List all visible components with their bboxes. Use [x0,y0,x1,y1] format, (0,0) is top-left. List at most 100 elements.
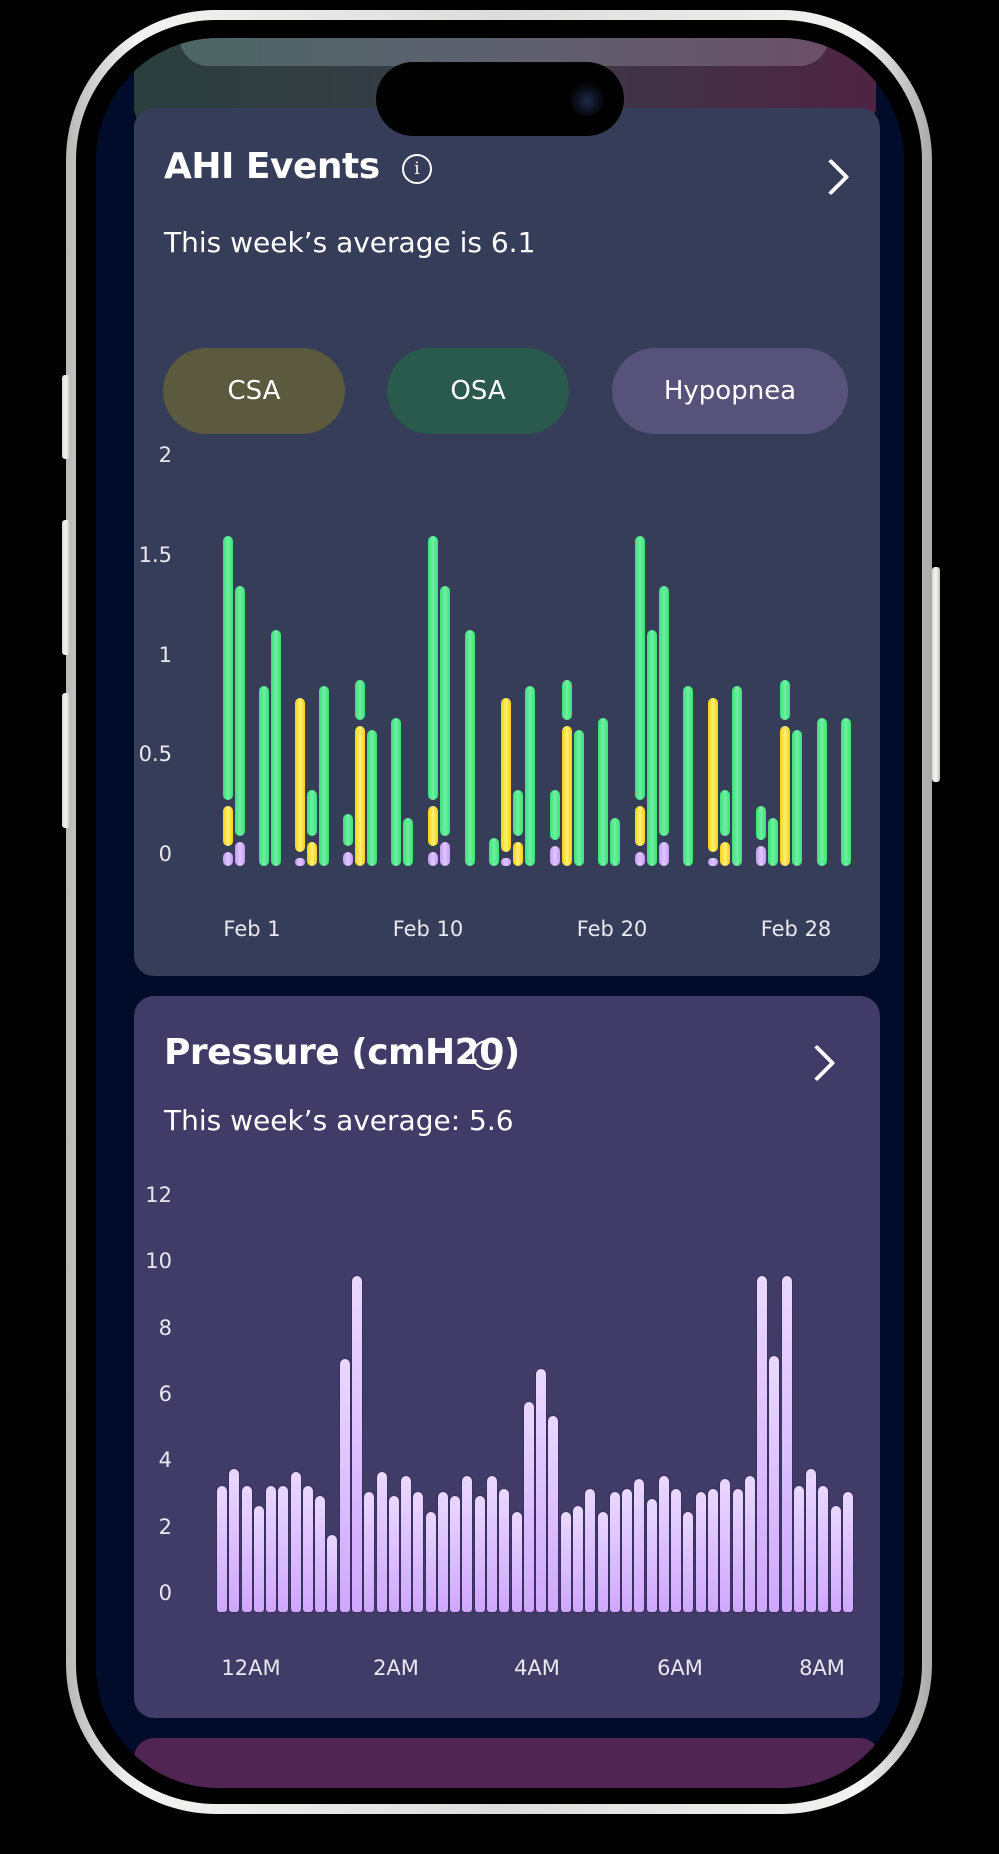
bar-segment-osa [440,586,450,836]
filter-csa-button[interactable]: CSA [163,348,345,434]
bar-segment-csa [780,726,790,866]
pressure-bar [658,1475,669,1612]
x-tick-label: 2AM [373,1656,419,1680]
bar-segment-osa [428,536,438,800]
x-tick-label: Feb 10 [392,917,464,941]
bar-segment-osa [792,730,802,866]
bar-segment-osa [841,718,851,866]
y-tick-label: 0 [158,842,172,866]
bar-segment-osa [550,790,560,840]
bar-segment-osa [647,630,657,866]
pressure-bar [572,1505,583,1612]
bar-segment-osa [780,680,790,720]
y-tick-label: 0 [158,1581,172,1605]
dynamic-island [376,62,624,136]
pressure-bar [585,1488,596,1612]
info-icon[interactable]: i [472,1040,502,1070]
app-screen: AHI Events i This week’s average is 6.1 … [96,38,904,1788]
bar-segment-osa [465,630,475,866]
bar-segment-csa [708,698,718,852]
pressure-bar [720,1478,731,1612]
bar-segment-osa [403,818,413,866]
pressure-bar [376,1472,387,1612]
pressure-bar [830,1505,841,1612]
bar-segment-osa [513,790,523,836]
pressure-bar [536,1369,547,1612]
y-tick-label: 10 [145,1249,172,1274]
ahi-bar-chart[interactable] [134,108,880,976]
y-tick-label: 6 [158,1382,172,1406]
bar-segment-hyp [708,858,718,866]
bar-segment-osa [732,686,742,866]
bar-segment-csa [635,806,645,846]
y-tick-label: 1 [158,642,172,667]
bar-segment-osa [635,536,645,800]
pressure-bar [437,1492,448,1612]
pressure-card-title: Pressure (cmH20) [164,1032,520,1073]
bar-segment-osa [562,680,572,720]
pressure-bar [793,1485,804,1612]
pressure-bar [352,1276,363,1612]
pressure-bar [622,1488,633,1612]
bar-segment-hyp [428,852,438,866]
bar-segment-osa [574,730,584,866]
filter-osa-button[interactable]: OSA [387,348,569,434]
bar-segment-hyp [440,842,450,866]
bar-segment-hyp [659,842,669,866]
pressure-card: Pressure (cmH20) i This week’s average: … [134,996,880,1718]
pressure-bar [560,1512,571,1612]
pressure-bar [695,1492,706,1612]
action-button [62,375,70,459]
bar-segment-csa [720,842,730,866]
ahi-weekly-average: This week’s average is 6.1 [164,226,536,259]
pressure-bar [523,1402,534,1612]
pressure-bar [499,1488,510,1612]
power-button [932,567,940,782]
pressure-bar [315,1495,326,1612]
bar-segment-hyp [343,852,353,866]
bar-segment-osa [391,718,401,866]
pressure-bar [806,1468,817,1612]
x-tick-label: 4AM [514,1656,560,1680]
bar-segment-hyp [756,846,766,866]
bar-segment-csa [501,698,511,852]
ahi-card-title: AHI Events [164,146,380,187]
front-camera [570,82,604,116]
filter-hypopnea-button[interactable]: Hypopnea [612,348,848,434]
bar-segment-csa [295,698,305,852]
pressure-bar [597,1512,608,1612]
bar-segment-csa [223,806,233,846]
bar-segment-hyp [295,858,305,866]
bar-segment-osa [235,586,245,836]
pressure-bar [511,1512,522,1612]
pressure-bar [253,1505,264,1612]
bar-segment-osa [319,686,329,866]
next-card-partial[interactable] [134,1738,880,1788]
bar-segment-hyp [501,858,511,866]
pressure-bar [266,1485,277,1612]
pressure-bar [769,1355,780,1612]
y-tick-label: 2 [158,1514,172,1539]
y-tick-label: 1.5 [138,542,172,567]
pressure-bar [217,1485,227,1612]
bar-segment-osa [817,718,827,866]
pressure-bar [425,1512,436,1612]
pressure-bar [462,1475,473,1612]
pressure-bar [843,1492,853,1612]
pressure-bar [781,1276,792,1612]
pressure-bar-chart[interactable] [134,996,880,1718]
bar-segment-osa [768,818,778,866]
bar-segment-osa [683,686,693,866]
bar-segment-osa [271,630,281,866]
pressure-bar [646,1498,657,1612]
bar-segment-osa [598,718,608,866]
x-tick-label: 12AM [221,1656,281,1680]
bar-segment-osa [525,686,535,866]
pressure-bar [634,1478,645,1612]
pressure-bar [290,1472,301,1612]
bar-segment-osa [343,814,353,846]
info-icon[interactable]: i [402,154,432,184]
bar-segment-osa [355,680,365,720]
y-tick-label: 4 [158,1448,172,1473]
y-tick-label: 2 [158,443,172,467]
